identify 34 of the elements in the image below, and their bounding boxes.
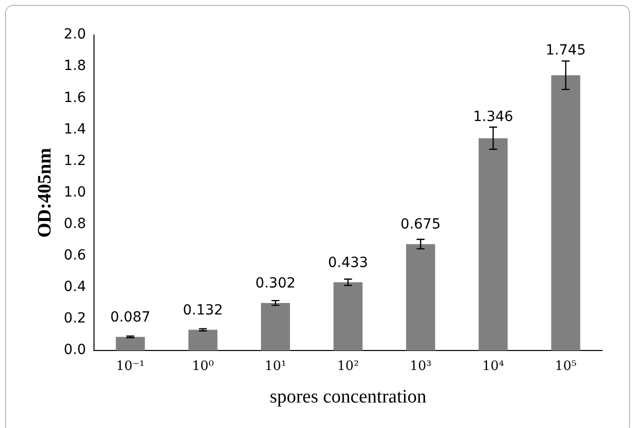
x-tick-label: 10¹ [264,358,286,374]
y-tick-label: 0.8 [64,216,86,232]
y-tick-label: 1.8 [64,58,86,74]
y-tick-label: 0.6 [64,248,86,264]
bar [551,75,580,351]
y-tick-label: 0.4 [64,279,86,296]
y-tick-label: 1.4 [64,121,86,138]
y-tick-label: 1.0 [64,184,86,200]
data-label: 0.087 [110,310,150,326]
bar [188,330,218,351]
x-tick-label: 10⁴ [482,358,504,374]
data-label: 0.675 [400,216,441,233]
y-tick-label: 0.2 [64,310,86,327]
x-tick-label: 10⁻¹ [116,358,145,374]
data-label: 0.302 [255,276,296,292]
data-label: 0.132 [182,302,223,318]
y-tick-label: 0.0 [64,342,86,358]
bar [406,244,436,351]
bar [260,302,290,351]
data-label: 1.346 [473,108,514,125]
y-axis-title: OD:405nm [34,148,56,238]
bar [478,138,508,351]
x-axis-title: spores concentration [270,386,427,408]
data-label: 0.433 [328,254,368,271]
y-tick-label: 1.2 [64,152,86,169]
bar [116,336,145,351]
x-tick-label: 10⁵ [554,358,577,374]
x-tick-label: 10⁰ [192,358,214,374]
data-label: 1.745 [546,42,586,59]
y-tick-label: 2.0 [64,26,86,43]
x-tick-label: 10³ [410,358,432,374]
y-tick-label: 1.6 [64,90,86,106]
bar [334,282,363,351]
x-tick-label: 10² [337,358,359,374]
